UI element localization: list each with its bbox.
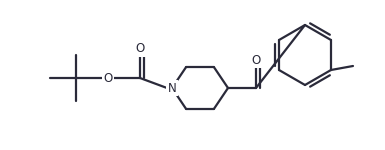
Text: O: O bbox=[136, 42, 145, 56]
Text: O: O bbox=[104, 72, 113, 84]
Text: N: N bbox=[167, 81, 176, 94]
Text: O: O bbox=[251, 54, 261, 66]
